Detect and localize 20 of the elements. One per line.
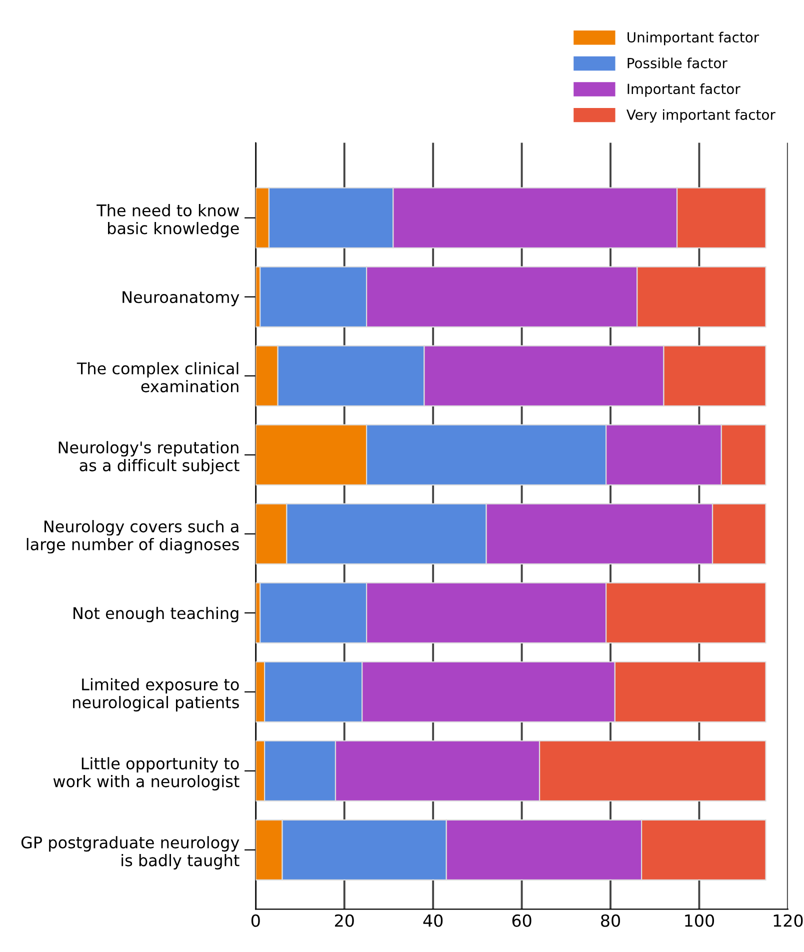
x-tick-label: 100 <box>685 914 714 927</box>
y-tick-label: Little opportunity to work with a neurologist <box>53 757 240 790</box>
y-tick-label: Not enough teaching <box>74 606 238 622</box>
y-tick-label: Limited exposure to neurological patients <box>73 678 239 712</box>
y-tick-label: The need to know basic knowledge <box>96 204 240 238</box>
x-tick-label: 80 <box>601 914 620 927</box>
x-tick-label: 40 <box>423 914 443 927</box>
x-tick-label: 0 <box>251 914 260 927</box>
y-tick-label: Neurology covers such a large number of diagnoses <box>26 520 239 554</box>
y-tick-label: Neurology's reputation as a difficult subject <box>58 441 240 474</box>
x-tick-label: 120 <box>774 914 803 927</box>
x-tick-label: 20 <box>334 914 354 927</box>
legend-label: Very important factor <box>626 109 776 123</box>
y-tick-label: GP postgraduate neurology is badly taught <box>21 836 240 870</box>
legend-label: Important factor <box>628 83 740 97</box>
x-tick-label: 60 <box>512 914 532 927</box>
legend-label: Possible factor <box>628 58 728 68</box>
y-tick-label: The complex clinical examination <box>76 362 238 392</box>
y-tick-label: Neuroanatomy <box>122 291 240 306</box>
legend-label: Unimportant factor <box>628 32 760 46</box>
